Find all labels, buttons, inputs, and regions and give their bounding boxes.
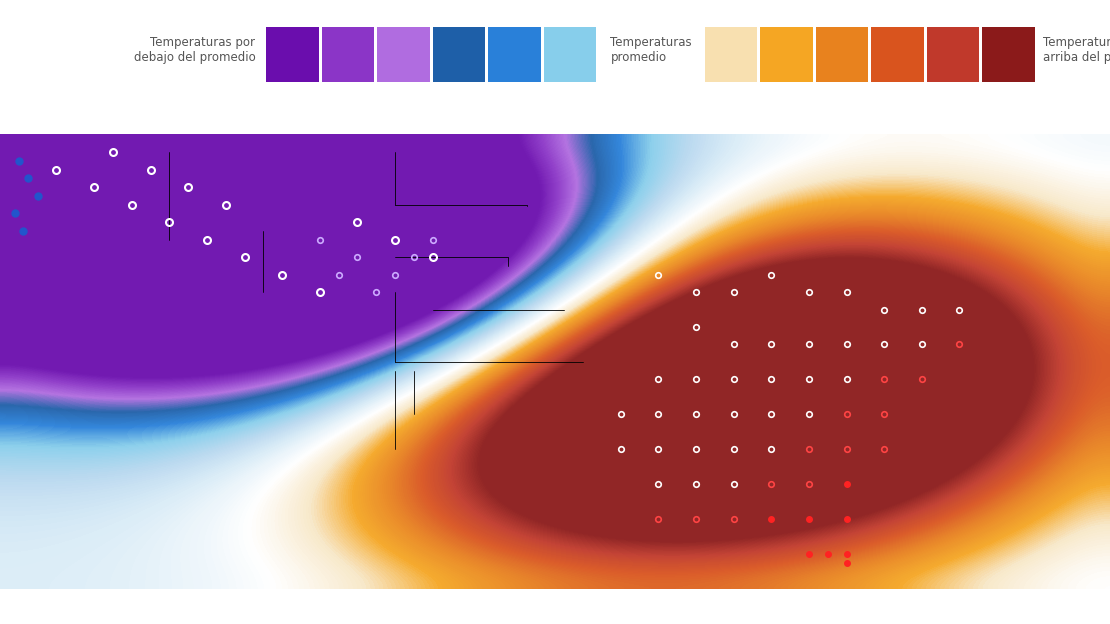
FancyBboxPatch shape [705, 27, 757, 82]
FancyBboxPatch shape [760, 27, 813, 82]
FancyBboxPatch shape [322, 27, 374, 82]
Text: Temperaturas
promedio: Temperaturas promedio [610, 36, 693, 64]
FancyBboxPatch shape [927, 27, 979, 82]
FancyBboxPatch shape [871, 27, 924, 82]
Text: Temperaturas
arriba del promedio: Temperaturas arriba del promedio [1043, 36, 1110, 64]
Text: Temperaturas por
debajo del promedio: Temperaturas por debajo del promedio [133, 36, 255, 64]
FancyBboxPatch shape [266, 27, 319, 82]
FancyBboxPatch shape [544, 27, 596, 82]
FancyBboxPatch shape [433, 27, 485, 82]
FancyBboxPatch shape [377, 27, 430, 82]
FancyBboxPatch shape [982, 27, 1035, 82]
FancyBboxPatch shape [488, 27, 541, 82]
FancyBboxPatch shape [816, 27, 868, 82]
